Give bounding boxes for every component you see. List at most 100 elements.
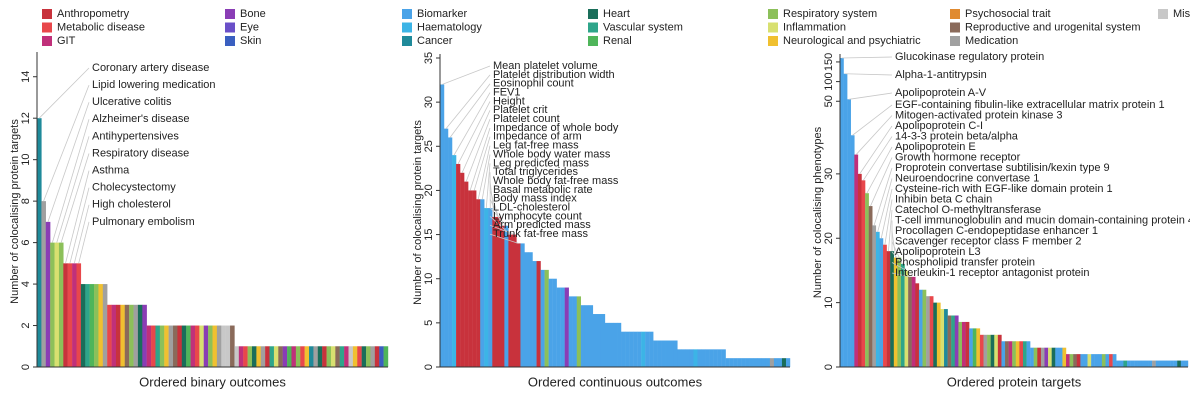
bar xyxy=(146,325,152,367)
bar xyxy=(151,325,156,367)
leader-line xyxy=(441,65,491,85)
bar xyxy=(749,358,754,367)
annotation: Height xyxy=(493,95,525,107)
bar xyxy=(737,358,742,367)
bar xyxy=(500,225,505,367)
annotation: Alpha-1-antitrypsin xyxy=(895,69,987,81)
y-tick-label: 2 xyxy=(20,322,32,328)
y-tick-label: 100 xyxy=(823,72,835,90)
leader-line xyxy=(848,92,893,100)
bar xyxy=(847,99,851,367)
annotation: Growth hormone receptor xyxy=(895,151,1021,163)
annotation: Apolipoprotein A-V xyxy=(895,87,987,99)
annotation: Mean platelet volume xyxy=(493,60,598,72)
bar xyxy=(572,296,577,367)
leader-line xyxy=(78,221,90,264)
bar xyxy=(865,193,869,367)
bar xyxy=(484,208,489,367)
bar xyxy=(745,358,750,367)
y-tick-label: 30 xyxy=(423,96,435,108)
bar xyxy=(997,334,1002,367)
bar xyxy=(295,346,301,367)
bar xyxy=(769,358,775,367)
bar xyxy=(142,304,147,367)
leader-line xyxy=(38,67,90,119)
leader-line xyxy=(489,189,499,218)
bar xyxy=(72,263,77,367)
bar xyxy=(641,331,646,367)
annotation: FEV1 xyxy=(493,86,521,98)
legend-swatch xyxy=(225,22,235,33)
leader-line xyxy=(457,101,491,165)
bar xyxy=(313,346,318,367)
legend-swatch xyxy=(950,9,960,19)
bar xyxy=(592,314,598,367)
annotation: T-cell immunoglobulin and mucin domain-c… xyxy=(895,214,1190,226)
y-tick-label: 35 xyxy=(423,52,435,64)
bar xyxy=(556,287,561,367)
bar xyxy=(725,358,730,367)
leader-line xyxy=(489,224,515,235)
bar xyxy=(1123,360,1128,367)
legend-swatch xyxy=(42,36,52,46)
leader-line xyxy=(873,167,893,226)
bar xyxy=(608,322,614,367)
annotation: Inhibin beta C chain xyxy=(895,193,992,205)
leader-line xyxy=(56,136,90,243)
legend-label: Skin xyxy=(240,35,261,47)
bar xyxy=(1051,347,1056,367)
bar xyxy=(496,216,501,367)
annotation: Glucokinase regulatory protein xyxy=(895,51,1044,63)
bar xyxy=(868,206,873,367)
y-tick-label: 6 xyxy=(20,240,32,246)
bar xyxy=(348,346,354,367)
bar xyxy=(37,118,42,367)
bar xyxy=(472,190,477,367)
bar xyxy=(918,289,923,367)
y-tick-label: 50 xyxy=(823,95,835,107)
annotation: Leg fat-free mass xyxy=(493,140,579,152)
bar xyxy=(773,358,779,367)
bar xyxy=(76,263,82,367)
y-tick-label: 10 xyxy=(823,297,835,309)
bar xyxy=(1008,341,1013,367)
annotation: Total triglycerides xyxy=(493,166,578,178)
bar xyxy=(1137,360,1142,367)
legend-swatch xyxy=(402,22,412,33)
bar xyxy=(540,269,545,367)
bar xyxy=(322,346,327,367)
legend-label: Reproductive and urogenital system xyxy=(965,21,1140,33)
bar xyxy=(1044,347,1049,367)
bar xyxy=(440,84,445,367)
annotation: Mitogen-activated protein kinase 3 xyxy=(895,109,1063,121)
bar xyxy=(63,263,68,367)
bar xyxy=(685,349,690,367)
annotation: Platelet count xyxy=(493,113,560,125)
bar xyxy=(657,340,662,367)
bar xyxy=(366,346,371,367)
bar xyxy=(843,73,848,368)
bar xyxy=(199,325,204,367)
bar xyxy=(1112,354,1117,367)
bar xyxy=(600,314,606,367)
bar xyxy=(1162,360,1167,367)
annotation: Catechol O-methyltransferase xyxy=(895,204,1041,216)
bar xyxy=(317,346,323,367)
bar xyxy=(256,346,261,367)
bar xyxy=(976,328,981,367)
bar xyxy=(448,137,453,367)
legend-swatch xyxy=(1158,9,1168,19)
annotation: Apolipoprotein C-I xyxy=(895,120,983,132)
bar xyxy=(374,346,380,367)
leader-line xyxy=(884,199,893,245)
bar xyxy=(697,349,702,367)
bar xyxy=(1109,354,1113,367)
bar xyxy=(243,346,248,367)
leader-line xyxy=(891,241,900,258)
bar xyxy=(516,243,521,367)
bar xyxy=(890,251,895,367)
bar xyxy=(159,325,165,367)
bar xyxy=(1144,360,1149,367)
leader-line xyxy=(489,181,495,217)
